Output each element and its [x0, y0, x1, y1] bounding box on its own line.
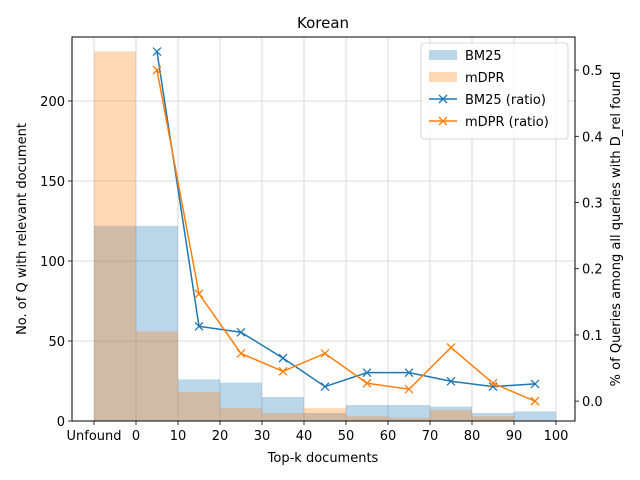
legend-marker-bm25-ratio [438, 94, 448, 104]
point-mdpr-ratio-2 [236, 349, 246, 358]
y-axis-right-label: % of Queries among all queries with D_re… [609, 72, 624, 387]
point-mdpr-ratio-1 [194, 289, 204, 299]
point-bm25-ratio-3 [278, 353, 288, 363]
x-tick-label-3: 20 [212, 429, 229, 444]
plot-frame [71, 36, 576, 422]
bar-mdpr-4 [262, 413, 304, 421]
chart-title: Korean [297, 14, 349, 32]
legend-swatch-mdpr [429, 72, 457, 82]
point-mdpr-ratio-4 [320, 349, 330, 358]
y-left-tick-label-1: 50 [48, 335, 65, 350]
legend-marker-mdpr-ratio [438, 116, 448, 126]
legend-label-bm25: BM25 [465, 49, 502, 64]
point-bm25-ratio-9 [530, 379, 540, 389]
x-tick-label-8: 70 [422, 429, 439, 444]
y-right-tick-label-4: 0.4 [582, 130, 603, 145]
x-tick-label-10: 90 [506, 429, 523, 444]
legend-label-bm25-ratio: BM25 (ratio) [465, 93, 546, 108]
legend-label-mdpr-ratio: mDPR (ratio) [465, 115, 549, 130]
ratio-lines [152, 47, 540, 406]
bar-bm25-6 [346, 405, 388, 421]
bar-mdpr-9 [472, 416, 514, 421]
x-axis-label: Top-k documents [267, 451, 379, 466]
y-left-tick-label-4: 200 [40, 95, 65, 110]
bar-bm25-1 [136, 225, 178, 421]
bar-bm25-3 [220, 382, 262, 421]
point-bm25-ratio-7 [446, 376, 456, 386]
line-bm25-ratio [156, 51, 536, 388]
bar-bm25-9 [472, 413, 514, 421]
bar-mdpr-1 [136, 331, 178, 421]
bar-bm25-5 [304, 413, 346, 421]
y-left-tick-label-0: 0 [57, 415, 65, 430]
point-mdpr-ratio-0 [152, 65, 162, 75]
y-left-tick-label-2: 100 [40, 255, 65, 270]
point-bm25-ratio-2 [236, 327, 246, 337]
y-left-axis-ticks: 0 50 100 150 200 [40, 95, 72, 430]
x-axis-ticks: Unfound 0 10 20 30 40 50 60 70 80 90 100 [66, 421, 568, 444]
point-mdpr-ratio-8 [488, 378, 498, 388]
legend-swatch-bm25 [429, 50, 457, 60]
y-right-tick-label-0: 0.0 [582, 395, 603, 410]
bar-bm25-4 [262, 397, 304, 421]
x-tick-label-5: 40 [296, 429, 313, 444]
point-bm25-ratio-5 [362, 368, 372, 378]
y-axis-left-label: No. of Q with relevant document [15, 123, 30, 335]
y-right-axis-ticks: 0.0 0.1 0.2 0.3 0.4 0.5 [575, 64, 603, 410]
bars [94, 51, 556, 422]
bar-mdpr-6 [346, 416, 388, 421]
point-bm25-ratio-1 [194, 321, 204, 331]
point-mdpr-ratio-3 [278, 366, 288, 376]
bar-mdpr-8 [430, 409, 472, 421]
point-mdpr-ratio-6 [404, 384, 414, 394]
legend-box [420, 42, 569, 140]
x-tick-label-11: 100 [544, 429, 569, 444]
y-left-tick-label-3: 150 [40, 175, 65, 190]
point-bm25-ratio-6 [404, 368, 414, 378]
line-mdpr-ratio [156, 69, 536, 402]
bar-mdpr-7 [388, 417, 430, 421]
bar-mdpr-5 [304, 408, 346, 421]
y-right-tick-label-1: 0.1 [582, 329, 603, 344]
x-tick-label-4: 30 [254, 429, 271, 444]
point-mdpr-ratio-5 [362, 378, 372, 388]
legend: BM25 mDPR BM25 (ratio) mDPR (ratio) [420, 42, 569, 140]
x-tick-label-2: 10 [170, 429, 187, 444]
bar-bm25-8 [430, 406, 472, 421]
x-tick-label-0: Unfound [66, 429, 121, 444]
legend-label-mdpr: mDPR [465, 71, 505, 86]
bar-bm25-2 [178, 379, 220, 421]
bar-mdpr-3 [220, 408, 262, 421]
bar-mdpr-2 [178, 392, 220, 421]
y-right-tick-label-2: 0.2 [582, 263, 603, 278]
point-bm25-ratio-0 [152, 47, 162, 57]
x-tick-label-6: 50 [338, 429, 355, 444]
y-right-tick-label-3: 0.3 [582, 197, 603, 212]
point-mdpr-ratio-9 [530, 396, 540, 406]
point-mdpr-ratio-7 [446, 343, 456, 352]
x-tick-label-1: 0 [132, 429, 140, 444]
y-right-tick-label-5: 0.5 [582, 64, 603, 79]
bar-mdpr-0 [94, 51, 136, 422]
x-tick-label-7: 60 [380, 429, 397, 444]
bar-bm25-0 [94, 225, 136, 421]
bar-bm25-10 [514, 411, 556, 421]
point-bm25-ratio-4 [320, 382, 330, 392]
x-tick-label-9: 80 [464, 429, 481, 444]
bar-bm25-7 [388, 405, 430, 421]
